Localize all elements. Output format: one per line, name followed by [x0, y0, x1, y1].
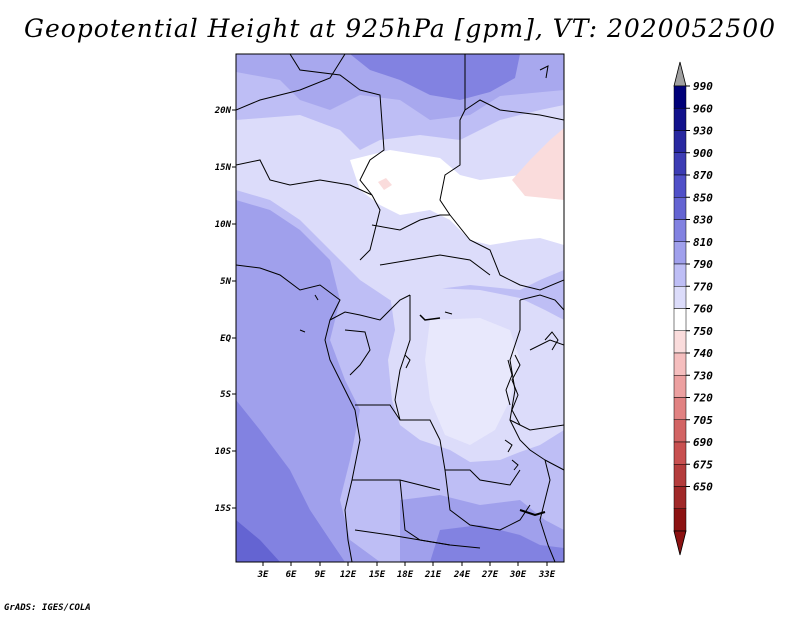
colorbar-label-790: 790 [693, 258, 713, 271]
lat-label-10n: 10N [215, 220, 232, 230]
lon-label-27e: 27E [481, 570, 499, 580]
colorbar-label-810: 810 [693, 236, 713, 249]
colorbar-swatch [673, 152, 687, 176]
map-shading [236, 54, 564, 562]
colorbar-swatch [673, 441, 687, 465]
colorbar-label-750: 750 [693, 325, 713, 338]
colorbar-top-arrow [673, 61, 687, 87]
colorbar-label-960: 960 [693, 102, 713, 115]
lat-label-10s: 10S [215, 447, 232, 457]
colorbar-label-830: 830 [693, 214, 713, 227]
colorbar-label-870: 870 [693, 169, 713, 182]
lon-label-3e: 3E [257, 570, 269, 580]
lon-label-15e: 15E [369, 570, 386, 580]
grads-credit: GrADS: IGES/COLA [4, 603, 91, 613]
colorbar-label-730: 730 [693, 369, 713, 382]
lat-label-5s: 5S [220, 390, 231, 400]
longitude-ticks [262, 562, 548, 566]
colorbar-label-705: 705 [693, 414, 713, 427]
colorbar-swatch [673, 352, 687, 376]
lat-label-20n: 20N [214, 106, 232, 116]
colorbar-label-770: 770 [693, 280, 713, 293]
colorbar-label-990: 990 [693, 80, 713, 93]
colorbar: 990 960 930 900 870 850 830 810 790 770 … [673, 61, 713, 556]
colorbar-swatch [673, 197, 687, 220]
colorbar-label-850: 850 [693, 191, 713, 204]
colorbar-swatch [673, 397, 687, 420]
lat-label-eq: EQ [220, 334, 231, 344]
colorbar-swatch [673, 419, 687, 443]
lat-label-5n: 5N [220, 277, 231, 287]
map-borders [236, 54, 564, 562]
colorbar-label-930: 930 [693, 125, 713, 138]
lon-label-21e: 21E [424, 570, 442, 580]
colorbar-swatch [673, 241, 687, 265]
colorbar-swatch [673, 464, 687, 487]
lon-label-18e: 18E [397, 570, 414, 580]
colorbar-swatch [673, 286, 687, 309]
colorbar-label-760: 760 [693, 303, 713, 316]
colorbar-swatch [673, 375, 687, 398]
colorbar-swatch [673, 263, 687, 287]
latitude-labels: 20N 15N 10N 5N EQ 5S 10S 15S [214, 106, 232, 514]
colorbar-swatch [673, 130, 687, 153]
colorbar-swatch [673, 219, 687, 242]
lon-label-33e: 33E [538, 570, 556, 580]
lon-label-6e: 6E [286, 570, 297, 580]
colorbar-bottom-arrow [673, 530, 687, 556]
colorbar-swatch [673, 308, 687, 331]
colorbar-swatch [673, 108, 687, 131]
lon-label-24e: 24E [453, 570, 471, 580]
lat-label-15n: 15N [215, 163, 232, 173]
lon-label-12e: 12E [340, 570, 357, 580]
colorbar-label-740: 740 [693, 347, 713, 360]
lat-label-15s: 15S [215, 504, 232, 514]
colorbar-swatch [673, 85, 687, 109]
map-frame [235, 53, 565, 563]
chart-title: Geopotential Height at 925hPa [gpm], VT:… [23, 14, 777, 43]
colorbar-swatch [673, 174, 687, 198]
colorbar-swatch [673, 330, 687, 354]
colorbar-label-690: 690 [693, 436, 713, 449]
colorbar-label-650: 650 [693, 481, 713, 494]
colorbar-swatch [673, 508, 687, 532]
longitude-labels: 3E 6E 9E 12E 15E 18E 21E 24E 27E 30E 33E [257, 570, 556, 580]
lon-label-30e: 30E [509, 570, 527, 580]
lon-label-9e: 9E [315, 570, 326, 580]
colorbar-label-675: 675 [693, 458, 713, 471]
colorbar-label-720: 720 [693, 392, 713, 405]
colorbar-swatch [673, 486, 687, 509]
latitude-ticks [232, 109, 236, 509]
colorbar-label-900: 900 [693, 147, 713, 160]
